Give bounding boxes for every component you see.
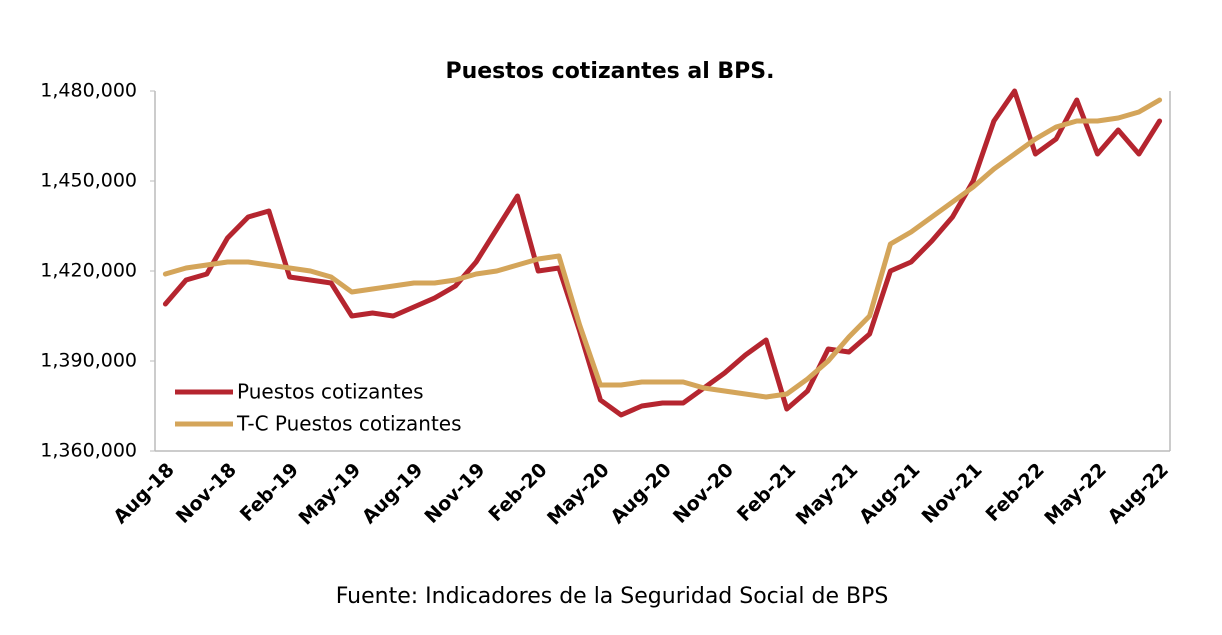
x-tick-label: Nov-18 [172, 459, 241, 528]
x-tick-label: Feb-21 [733, 459, 800, 526]
x-tick-label: Aug-22 [1104, 459, 1173, 528]
y-tick-label: 1,480,000 [40, 80, 137, 102]
legend-label: T-C Puestos cotizantes [236, 412, 462, 436]
y-tick-label: 1,360,000 [40, 440, 137, 462]
x-tick-label: Feb-20 [484, 459, 551, 526]
x-tick-label: Nov-19 [420, 459, 489, 528]
y-tick-label: 1,450,000 [40, 170, 137, 192]
y-tick-label: 1,420,000 [40, 260, 137, 282]
x-tick-label: May-21 [792, 459, 863, 530]
x-tick-label: Aug-21 [855, 459, 924, 528]
source-note: Fuente: Indicadores de la Seguridad Soci… [336, 584, 889, 609]
x-tick-label: Aug-18 [109, 459, 178, 528]
x-tick-label: May-22 [1040, 459, 1111, 530]
x-tick-label: Aug-20 [607, 459, 676, 528]
x-tick-label: May-20 [543, 459, 614, 530]
series-line [162, 97, 1163, 400]
x-tick-label: Nov-21 [918, 459, 987, 528]
series-line [162, 88, 1163, 418]
x-tick-label: Feb-22 [982, 459, 1049, 526]
x-tick-label: May-19 [295, 459, 366, 530]
x-tick-label: Nov-20 [669, 459, 738, 528]
y-tick-label: 1,390,000 [40, 350, 137, 372]
x-tick-label: Feb-19 [236, 459, 303, 526]
x-tick-label: Aug-19 [358, 459, 427, 528]
legend-label: Puestos cotizantes [237, 380, 424, 404]
chart-title: Puestos cotizantes al BPS. [445, 59, 774, 84]
